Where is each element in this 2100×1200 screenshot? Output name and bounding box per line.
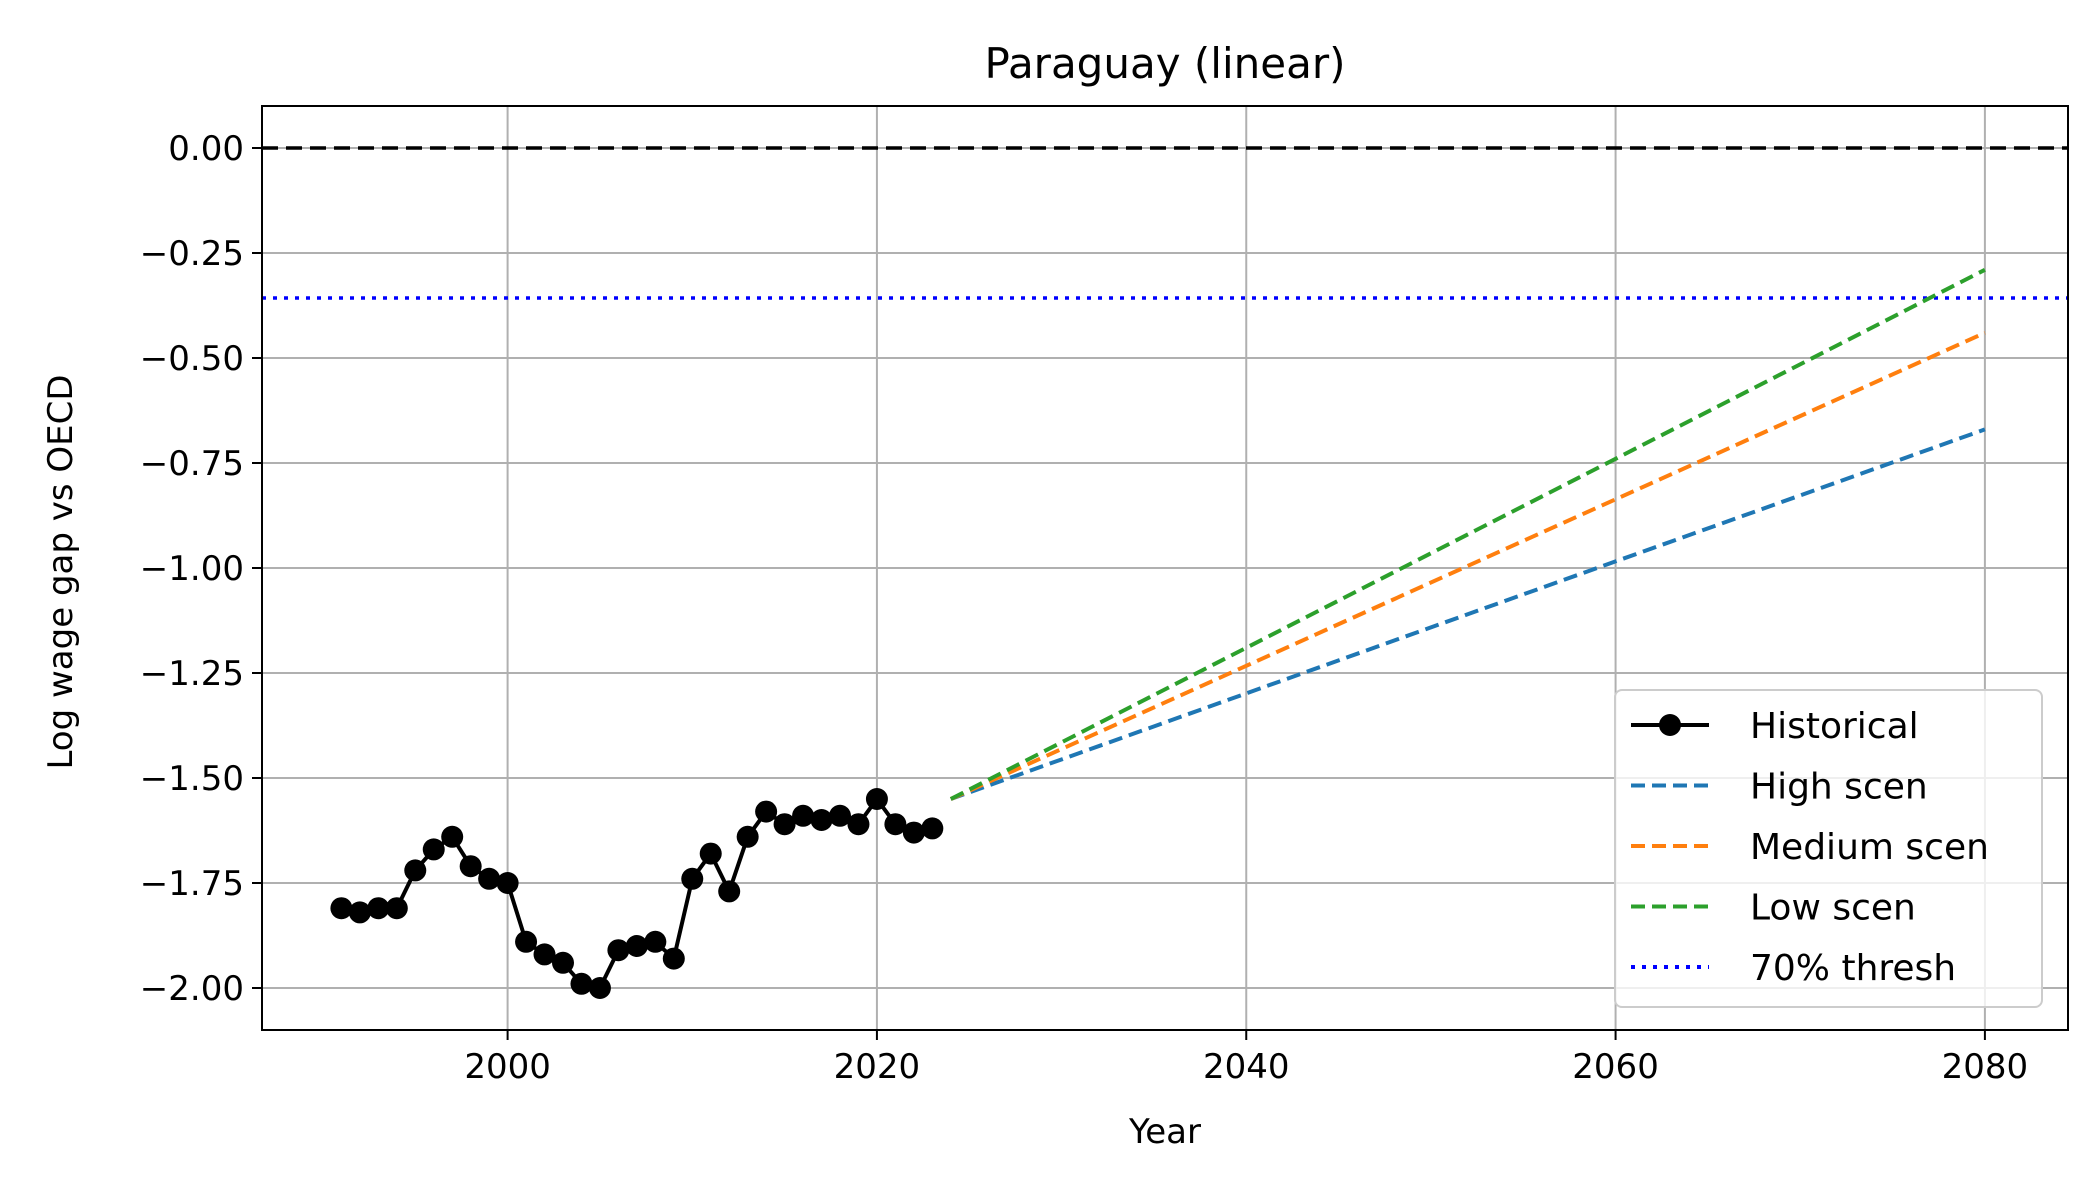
data-point-historical: [847, 813, 870, 836]
y-tick-label: −1.00: [140, 549, 244, 589]
legend-box: [1614, 689, 2043, 1008]
data-point-historical: [478, 867, 501, 890]
data-point-historical: [773, 813, 796, 836]
legend-label-70-thresh: 70% thresh: [1750, 948, 1956, 989]
y-tick-label: −0.25: [140, 234, 244, 274]
y-axis-ticks: 0.00 −0.25 −0.50 −0.75 −1.00 −1.25 −1.50 −1.75 −…: [140, 129, 262, 1009]
y-tick-label: −0.75: [140, 444, 244, 484]
x-tick-label: 2040: [1203, 1047, 1290, 1087]
data-point-historical: [552, 951, 574, 974]
legend-label-high-scen: High scen: [1750, 767, 1928, 808]
legend-label-medium-scen: Medium scen: [1750, 827, 1989, 868]
data-point-historical: [570, 972, 593, 995]
y-tick-label: −1.50: [140, 759, 244, 799]
data-point-historical: [459, 855, 482, 878]
y-tick-label: −2.00: [140, 969, 244, 1009]
data-point-historical: [515, 930, 538, 953]
data-point-historical: [755, 800, 778, 823]
data-point-historical: [607, 939, 630, 962]
data-point-historical: [865, 788, 888, 810]
data-point-historical: [921, 817, 944, 840]
series-line-high-scen: [950, 427, 1986, 801]
data-point-historical: [533, 943, 556, 966]
y-tick-label: −0.50: [140, 339, 244, 379]
x-tick-label: 2020: [834, 1047, 921, 1087]
data-point-historical: [348, 901, 371, 924]
data-point-historical: [441, 825, 464, 848]
data-point-historical: [884, 813, 907, 836]
legend-marker-historical: [1659, 714, 1681, 736]
y-axis-title: Log wage gap vs OECD: [41, 374, 81, 769]
data-point-historical: [588, 977, 611, 999]
reference-lines: [262, 146, 2068, 300]
legend: Historical High scen Medium scen Low scen 70…: [1614, 689, 2043, 1008]
x-tick-label: 2060: [1572, 1047, 1659, 1087]
data-point-historical: [810, 809, 833, 831]
data-point-historical: [699, 842, 722, 865]
data-point-historical: [902, 821, 925, 844]
data-point-historical: [662, 947, 685, 970]
legend-label-historical: Historical: [1750, 706, 1919, 747]
series-line-medium-scen: [949, 330, 1986, 801]
data-point-historical: [367, 897, 390, 920]
chart-title: Paraguay (linear): [985, 39, 1346, 88]
data-point-historical: [718, 880, 741, 903]
data-point-historical: [736, 825, 759, 848]
legend-label-low-scen: Low scen: [1750, 888, 1916, 929]
data-point-historical: [330, 897, 353, 920]
data-point-historical: [422, 838, 445, 861]
x-tick-label: 2000: [464, 1047, 551, 1087]
x-axis-ticks: 2000 2020 2040 2060 2080: [464, 1030, 2028, 1087]
data-point-historical: [625, 935, 648, 957]
series: [330, 268, 1986, 999]
y-tick-label: 0.00: [168, 129, 244, 169]
series-line-low-scen: [949, 268, 1986, 801]
x-axis-title: Year: [1128, 1112, 1201, 1152]
data-point-historical: [385, 897, 408, 920]
data-point-historical: [828, 804, 851, 827]
data-point-historical: [404, 859, 427, 882]
x-tick-label: 2080: [1942, 1047, 2029, 1087]
data-point-historical: [681, 867, 704, 890]
data-point-historical: [496, 872, 519, 894]
data-point-historical: [644, 930, 667, 953]
y-tick-label: −1.25: [140, 654, 244, 694]
data-point-historical: [792, 804, 815, 827]
y-tick-label: −1.75: [140, 864, 244, 904]
